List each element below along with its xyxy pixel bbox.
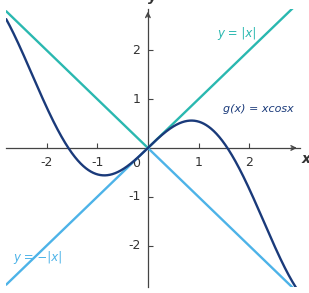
Text: y: y [148, 0, 158, 4]
Text: g(x) = xcosx: g(x) = xcosx [223, 104, 294, 114]
Text: x: x [302, 152, 309, 166]
Text: y = |x|: y = |x| [218, 27, 257, 40]
Text: y = −|x|: y = −|x| [14, 251, 63, 264]
Text: -1: -1 [91, 156, 104, 169]
Text: -2: -2 [128, 239, 140, 252]
Text: 2: 2 [133, 44, 140, 57]
Text: 1: 1 [195, 156, 202, 169]
Text: 0: 0 [132, 157, 140, 170]
Text: -1: -1 [128, 190, 140, 203]
Text: 1: 1 [133, 93, 140, 106]
Text: 2: 2 [245, 156, 253, 169]
Text: -2: -2 [40, 156, 53, 169]
